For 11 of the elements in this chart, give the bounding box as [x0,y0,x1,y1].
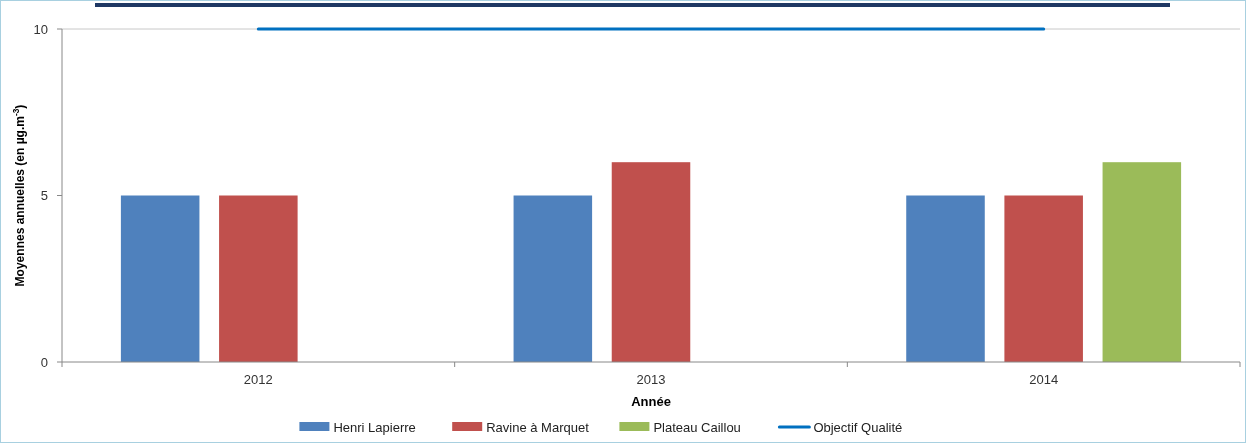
x-tick-label: 2014 [1029,372,1059,387]
legend-label: Ravine à Marquet [486,419,590,435]
x-tick-label: 2013 [636,372,666,387]
y-tick-label: 10 [33,21,48,37]
legend-label: Plateau Caillou [653,419,741,435]
x-axis-title: Année [631,394,671,409]
legend-label: Objectif Qualité [813,419,903,435]
x-tick-label: 2012 [243,372,273,387]
legend-label: Henri Lapierre [333,419,416,435]
y-tick-label: 0 [40,354,48,370]
y-tick-label: 5 [40,188,48,204]
